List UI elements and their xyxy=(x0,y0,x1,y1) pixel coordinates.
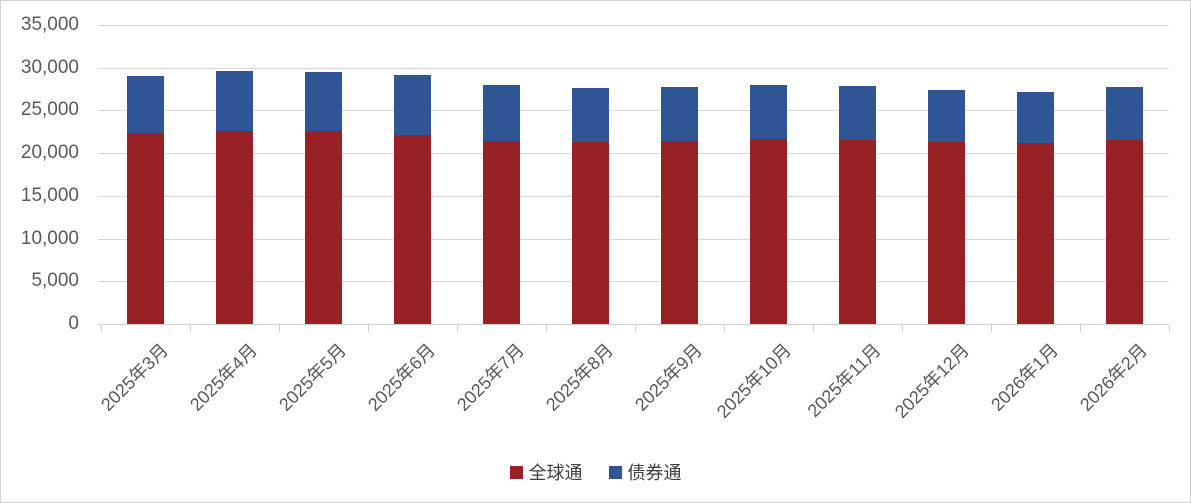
bar-segment-zhaiquantong xyxy=(305,71,342,131)
x-axis-tick-label: 2025年5月 xyxy=(275,339,351,415)
axis-tick xyxy=(457,325,458,332)
legend-label: 全球通 xyxy=(528,463,583,483)
bar-segment-zhaiquantong xyxy=(394,74,431,136)
axis-tick xyxy=(724,325,725,332)
y-axis-tick-label: 15,000 xyxy=(20,184,79,206)
axis-tick xyxy=(902,325,903,332)
gridline xyxy=(98,110,1169,112)
y-axis-tick-label: 10,000 xyxy=(20,227,79,249)
y-axis-tick-label: 30,000 xyxy=(20,56,79,78)
bar-segment-zhaiquantong xyxy=(750,84,787,140)
bar-segment-quanqiutong xyxy=(216,131,253,324)
stacked-bar-2026年1月 xyxy=(1017,91,1054,324)
gridline xyxy=(98,195,1169,197)
y-axis-tick-label: 35,000 xyxy=(20,14,79,35)
bar-segment-quanqiutong xyxy=(305,130,342,324)
x-axis-tick-label: 2025年10月 xyxy=(713,339,796,422)
bar-segment-zhaiquantong xyxy=(1017,91,1054,143)
x-axis-tick-label: 2025年4月 xyxy=(186,339,262,415)
stacked-bar-2025年6月 xyxy=(394,74,431,324)
legend-label: 债券通 xyxy=(627,463,682,483)
axis-tick xyxy=(279,325,280,332)
stacked-bar-2026年2月 xyxy=(1106,87,1143,324)
bar-segment-quanqiutong xyxy=(661,140,698,324)
bar-segment-quanqiutong xyxy=(483,140,520,324)
x-axis-line xyxy=(98,324,1169,325)
stacked-bar-2025年5月 xyxy=(305,71,342,324)
stacked-bar-2025年4月 xyxy=(216,70,253,324)
axis-tick xyxy=(368,325,369,332)
x-axis-tick-label: 2025年6月 xyxy=(364,339,440,415)
gridline xyxy=(98,153,1169,155)
bar-segment-zhaiquantong xyxy=(839,85,876,141)
bar-segment-quanqiutong xyxy=(394,135,431,324)
legend-swatch-red xyxy=(509,465,523,479)
bar-segment-zhaiquantong xyxy=(661,86,698,141)
x-axis-tick-label: 2025年7月 xyxy=(453,339,529,415)
bar-segment-quanqiutong xyxy=(928,142,965,324)
legend-item-quanqiutong: 全球通 xyxy=(509,459,583,485)
bar-segment-quanqiutong xyxy=(1106,140,1143,324)
x-axis-tick-label: 2026年2月 xyxy=(1076,339,1152,415)
x-axis-tick-label: 2025年12月 xyxy=(891,339,974,422)
stacked-bar-2025年11月 xyxy=(839,85,876,324)
stacked-bar-2025年10月 xyxy=(750,84,787,324)
x-axis-tick-label: 2026年1月 xyxy=(987,339,1063,415)
bar-segment-quanqiutong xyxy=(839,140,876,324)
stacked-bar-2025年3月 xyxy=(127,75,164,324)
bar-segment-zhaiquantong xyxy=(127,75,164,134)
x-axis-tick-label: 2025年11月 xyxy=(803,339,885,421)
bar-segment-quanqiutong xyxy=(127,133,164,324)
bar-segment-zhaiquantong xyxy=(928,89,965,143)
bar-segment-zhaiquantong xyxy=(483,84,520,141)
axis-tick xyxy=(546,325,547,332)
legend: 全球通 债券通 xyxy=(1,459,1190,485)
axis-tick xyxy=(635,325,636,332)
y-axis-tick-label: 5,000 xyxy=(31,270,79,292)
bar-segment-quanqiutong xyxy=(1017,142,1054,324)
x-axis-tick-label: 2025年3月 xyxy=(97,339,173,415)
stacked-bar-2025年8月 xyxy=(572,87,609,324)
bar-segment-zhaiquantong xyxy=(216,70,253,132)
stacked-bar-2025年9月 xyxy=(661,86,698,324)
bar-segment-quanqiutong xyxy=(572,142,609,324)
x-axis-tick-label: 2025年9月 xyxy=(631,339,707,415)
axis-tick xyxy=(190,325,191,332)
x-axis-tick-label: 2025年8月 xyxy=(542,339,618,415)
gridline xyxy=(98,67,1169,69)
gridline xyxy=(98,25,1169,26)
y-axis-tick-label: 25,000 xyxy=(20,99,79,121)
bar-segment-quanqiutong xyxy=(750,139,787,324)
bar-segment-zhaiquantong xyxy=(1106,87,1143,141)
y-axis-tick-label: 0 xyxy=(68,313,79,334)
gridline xyxy=(98,238,1169,240)
legend-item-zhaiquantong: 债券通 xyxy=(608,459,682,485)
stacked-bar-2025年7月 xyxy=(483,84,520,324)
bar-segment-zhaiquantong xyxy=(572,87,609,143)
y-axis-tick-label: 20,000 xyxy=(20,142,79,164)
axis-tick xyxy=(1080,325,1081,332)
gridline xyxy=(98,281,1169,283)
axis-tick xyxy=(1169,325,1170,332)
axis-tick xyxy=(991,325,992,332)
stacked-bar-2025年12月 xyxy=(928,89,965,324)
legend-swatch-blue xyxy=(608,465,622,479)
axis-tick xyxy=(101,325,102,332)
axis-tick xyxy=(813,325,814,332)
